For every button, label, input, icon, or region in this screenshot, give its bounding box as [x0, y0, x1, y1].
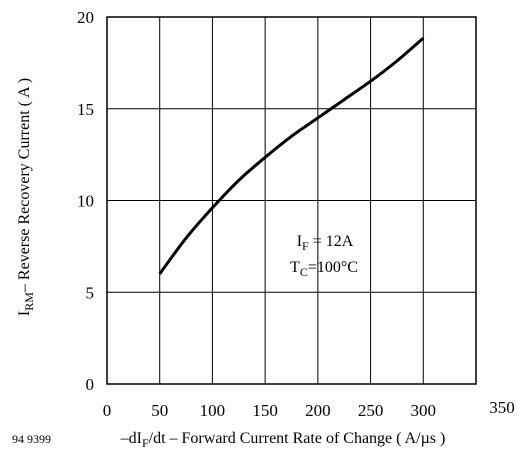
- annotation-tc: TC=100°C: [290, 259, 358, 279]
- x-tick-label: 300: [411, 401, 437, 420]
- x-axis-ticks: 0 50 100 150 200 250 300 350: [103, 398, 515, 420]
- x-tick-label: 150: [252, 401, 278, 420]
- y-axis-ticks: 0 5 10 15 20: [77, 8, 94, 394]
- y-tick-label: 0: [86, 375, 95, 394]
- x-tick-label: 250: [358, 401, 384, 420]
- x-tick-label: 350: [489, 398, 515, 417]
- y-tick-label: 15: [77, 100, 94, 119]
- y-tick-label: 10: [77, 192, 94, 211]
- x-tick-label: 100: [200, 401, 226, 420]
- series-line: [158, 36, 425, 275]
- y-tick-label: 5: [86, 283, 95, 302]
- annotation-if: IF = 12A: [297, 233, 354, 253]
- x-tick-label: 0: [103, 401, 112, 420]
- figure-code: 94 9399: [12, 432, 51, 446]
- x-tick-label: 50: [151, 401, 168, 420]
- plot-frame: [106, 16, 477, 385]
- grid: [107, 17, 476, 384]
- y-axis-label: IRM– Reverse Recovery Current ( A ): [16, 78, 36, 316]
- x-tick-label: 200: [305, 401, 331, 420]
- y-tick-label: 20: [77, 8, 94, 27]
- x-axis-label: –dIF/dt – Forward Current Rate of Change…: [120, 430, 446, 450]
